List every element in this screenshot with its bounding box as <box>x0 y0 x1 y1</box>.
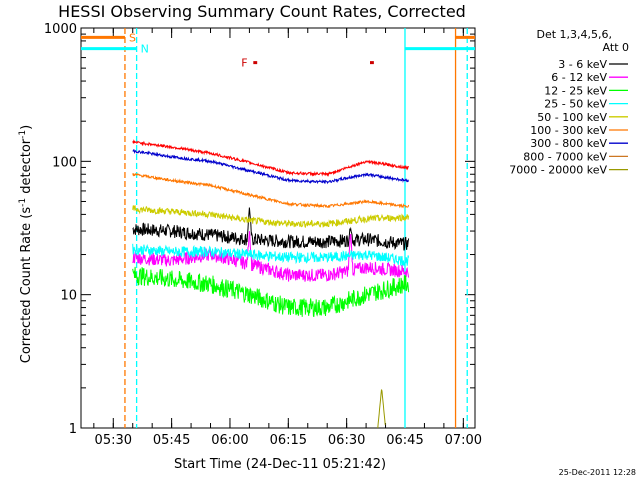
y-tick-label: 1000 <box>44 22 77 37</box>
series-line <box>132 207 410 251</box>
flag-label: S <box>129 31 136 44</box>
series-line <box>132 139 410 177</box>
series-line <box>377 389 386 429</box>
x-tick-label: 06:45 <box>386 433 423 448</box>
plot-area: 1 10 100 1000 05:30 05:45 06:00 06:15 06:30 06:45… <box>44 22 482 448</box>
y-axis-label: Corrected Count Rate (s-1 detector-1) <box>18 125 34 363</box>
x-tick-label: 06:15 <box>270 433 307 448</box>
legend-label: 12 - 25 keV <box>544 84 607 97</box>
legend-label: 25 - 50 keV <box>544 98 607 111</box>
series-line <box>132 205 410 228</box>
series-line <box>132 231 410 282</box>
legend-label: 300 - 800 keV <box>530 137 607 150</box>
y-label-end: ) <box>19 125 34 130</box>
legend-label: 800 - 7000 keV <box>523 150 607 163</box>
x-tick-label: 05:30 <box>95 433 132 448</box>
x-axis-label: Start Time (24-Dec-11 05:21:42) <box>174 457 386 472</box>
x-tick-label: 06:00 <box>211 433 248 448</box>
series-line <box>132 149 410 185</box>
y-tick-label: 1 <box>69 422 77 437</box>
legend-title: Det 1,3,4,5,6, <box>536 28 612 41</box>
y-label-sup1: -1 <box>18 198 28 207</box>
legend-label: 6 - 12 keV <box>551 71 607 84</box>
timestamp: 25-Dec-2011 12:28 <box>559 468 636 477</box>
chart-title: HESSI Observing Summary Count Rates, Cor… <box>58 2 466 21</box>
x-tick-label: 06:30 <box>328 433 365 448</box>
x-tick-label: 05:45 <box>153 433 190 448</box>
y-label-main: Corrected Count Rate (s <box>19 207 34 364</box>
y-tick-label: 10 <box>60 289 77 304</box>
series-line <box>132 266 410 318</box>
flag-label: N <box>141 43 149 56</box>
legend-label: 100 - 300 keV <box>530 124 607 137</box>
series-line <box>132 243 410 267</box>
legend-label: 7000 - 20000 keV <box>509 164 607 177</box>
y-label-sup2: -1 <box>18 130 28 139</box>
legend-title: Att 0 <box>603 41 629 54</box>
y-tick-label: 100 <box>52 155 77 170</box>
series-line <box>132 172 410 209</box>
legend-label: 50 - 100 keV <box>537 111 607 124</box>
legend-label: 3 - 6 keV <box>558 58 607 71</box>
x-tick-label: 07:00 <box>445 433 482 448</box>
flare-label: F <box>241 57 247 70</box>
y-label-mid: detector <box>19 138 34 198</box>
plot-frame <box>80 27 476 429</box>
